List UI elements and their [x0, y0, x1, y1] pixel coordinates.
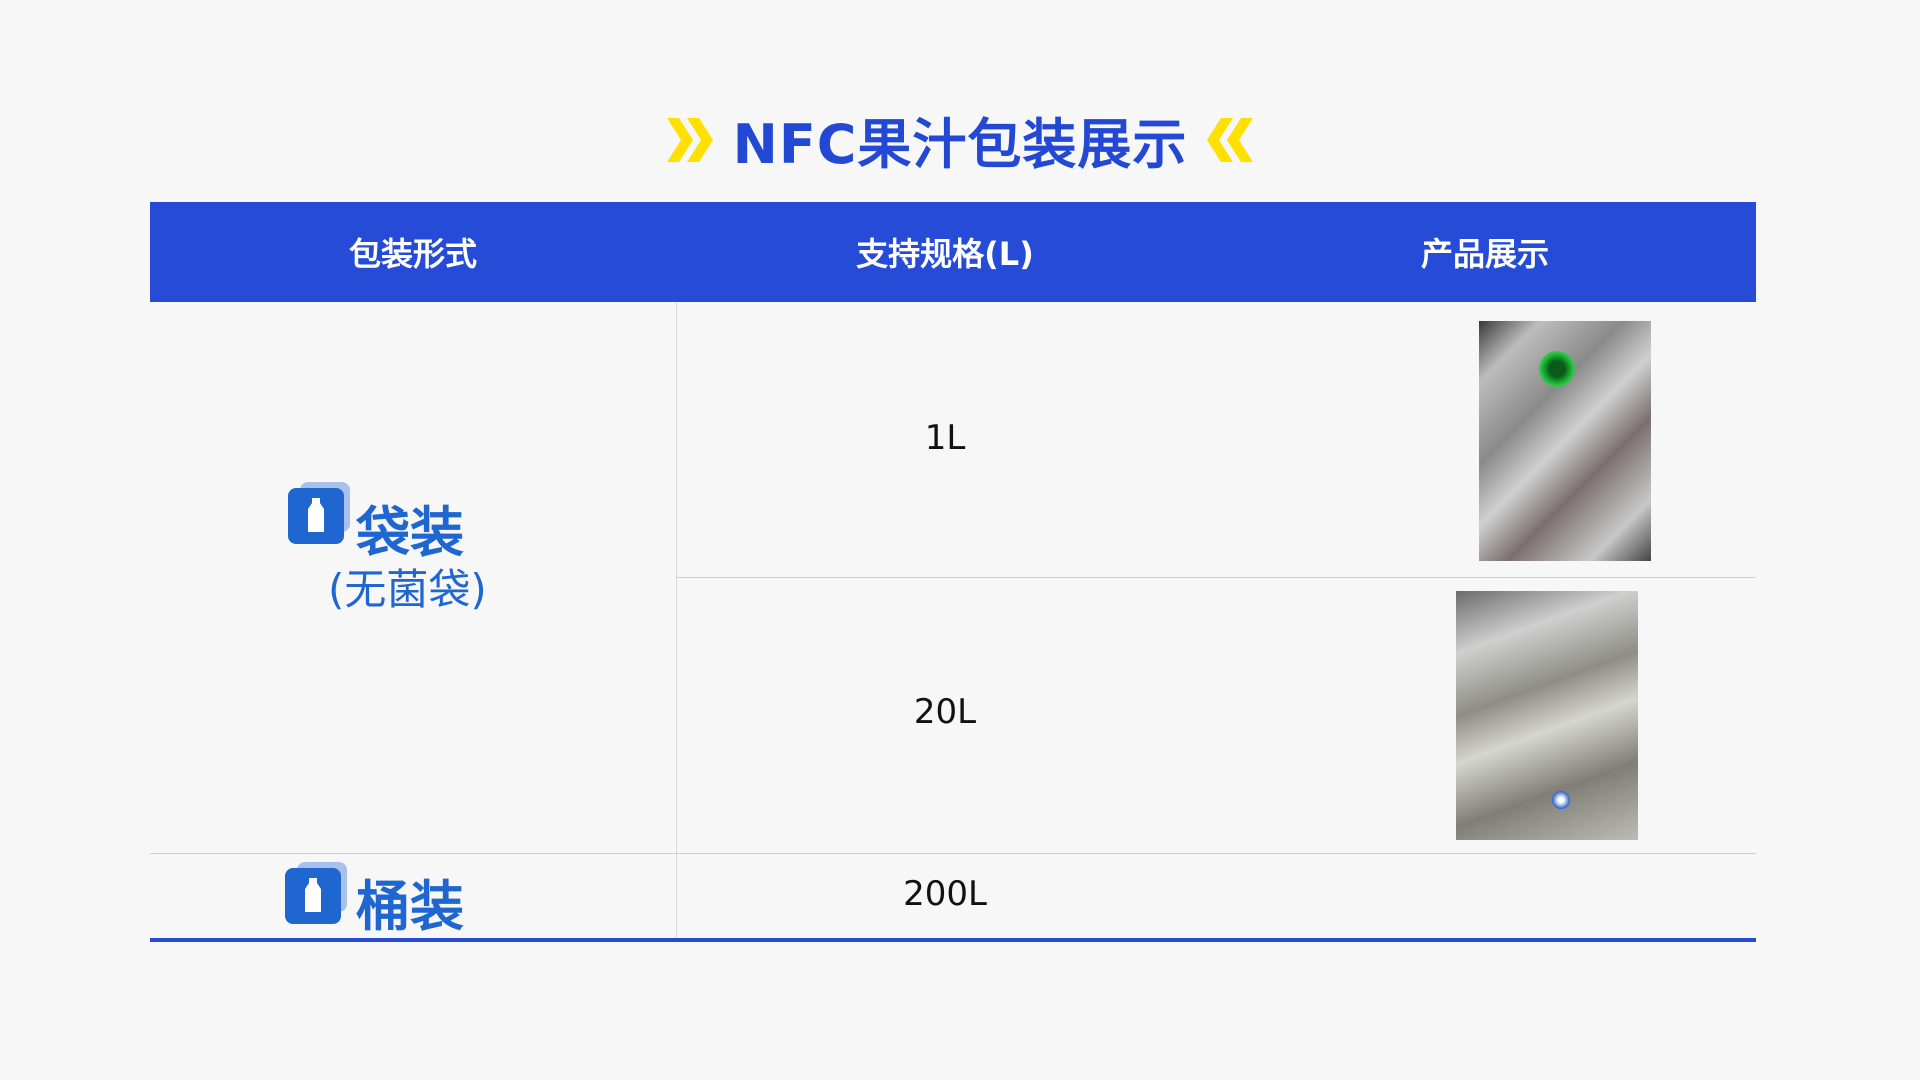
packaging-label-drum: 桶装 [356, 875, 464, 938]
bottle-icon [288, 482, 350, 544]
packaging-sublabel-bag: (无菌袋) [328, 565, 487, 614]
row-divider [676, 577, 1756, 578]
spec-20l: 20L [913, 692, 977, 732]
product-image-1l-bag [1479, 321, 1651, 561]
page-title: NFC果汁包装展示 [0, 100, 1920, 179]
header-spec: 支持规格(L) [856, 235, 1034, 273]
double-chevron-right-icon [666, 117, 713, 162]
spec-1l: 1L [924, 418, 966, 458]
header-packaging: 包装形式 [348, 235, 477, 273]
table-header: 包装形式 支持规格(L) 产品展示 [150, 202, 1756, 302]
column-divider [676, 302, 677, 940]
packaging-label-bag: 袋装 [356, 501, 464, 564]
title-text: NFC果汁包装展示 [732, 113, 1188, 176]
spec-200l: 200L [903, 874, 987, 914]
table-bottom-border [150, 938, 1756, 942]
row-divider [150, 853, 1756, 854]
double-chevron-left-icon [1207, 117, 1254, 162]
bottle-icon [285, 862, 347, 924]
header-display: 产品展示 [1420, 235, 1549, 273]
product-image-20l-bag [1456, 591, 1638, 840]
